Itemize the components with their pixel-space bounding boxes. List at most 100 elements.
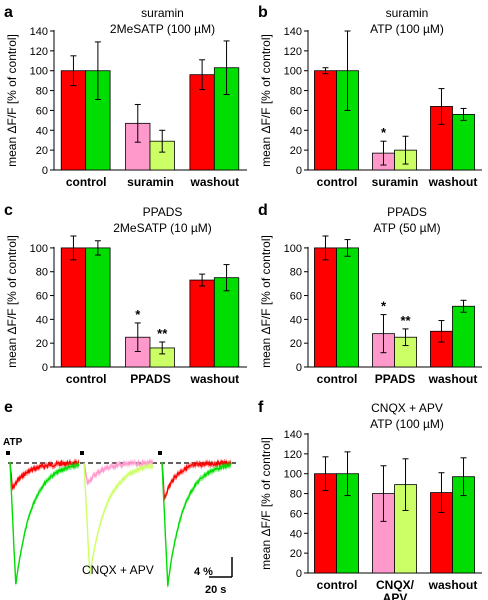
bar-chart-ppads-2mesatp: PPADS 2MeSATP (10 µM) mean ΔF/F [% of cont… (5, 205, 247, 386)
x-category-label: suramin (372, 175, 419, 189)
trace-line-green (9, 461, 80, 585)
y-tick-label: 80 (290, 489, 302, 501)
x-category-label: PPADS (375, 372, 415, 386)
svg-text:e: e (4, 399, 13, 416)
panel-label-c: c (4, 202, 13, 219)
y-tick-label: 80 (36, 86, 48, 98)
panel-label-d: d (258, 202, 268, 219)
bar-washout-green (452, 114, 475, 171)
x-category-label: washout (189, 175, 239, 189)
y-axis-label: mean ΔF/F [% of control] (259, 235, 273, 368)
significance-marker: ** (400, 313, 411, 328)
x-category-label-line: APV (383, 591, 408, 600)
x-category-label: washout (428, 175, 478, 189)
bar-control-red (314, 70, 337, 171)
y-tick-label: 0 (296, 568, 302, 580)
scalebar-x-label: 20 s (205, 584, 226, 596)
y-tick-label: 20 (36, 338, 48, 350)
svg-text:a: a (4, 4, 13, 21)
chart-title-line: 2MeSATP (10 µM) (113, 221, 212, 235)
y-axis-label: mean ΔF/F [% of control] (5, 34, 19, 167)
panel-label-a: a (4, 4, 13, 21)
svg-text:c: c (4, 202, 13, 219)
bar-chart-cnqx-apv-atp: CNQX + APV ATP (100 µM) mean ΔF/F [% of co… (259, 401, 482, 600)
bar-washout-red (189, 279, 215, 368)
bar-washout-green (213, 277, 240, 368)
y-tick-label: 0 (42, 165, 48, 177)
chart-title-line: ATP (100 µM) (370, 22, 444, 36)
y-tick-label: 80 (290, 86, 302, 98)
y-tick-label: 100 (30, 66, 48, 78)
bar-control-green (336, 247, 359, 368)
bar-control-green (85, 70, 111, 171)
bar-control-red (314, 247, 337, 368)
y-tick-label: 80 (290, 267, 302, 279)
y-tick-label: 0 (296, 362, 302, 374)
x-category-label: washout (428, 578, 478, 592)
bar-control-green (85, 247, 111, 368)
significance-marker: * (381, 125, 387, 140)
trace-error-band-pink (84, 458, 153, 488)
y-tick-label: 20 (290, 548, 302, 560)
y-tick-label: 140 (284, 26, 302, 38)
significance-marker: ** (157, 326, 168, 341)
chart-title-line: ATP (50 µM) (373, 221, 440, 235)
x-category-label: washout (428, 372, 478, 386)
stimulus-marker (80, 451, 84, 455)
y-tick-label: 40 (290, 528, 302, 540)
y-axis-label: mean ΔF/F [% of control] (259, 437, 273, 570)
x-category-label: control (317, 372, 358, 386)
trace-line-green (161, 462, 232, 587)
trace-line-pink (83, 458, 154, 485)
y-tick-label: 100 (284, 243, 302, 255)
stimulus-marker (6, 451, 10, 455)
y-tick-label: 140 (284, 429, 302, 441)
scalebar-y-label: 4 % (194, 566, 213, 578)
y-tick-label: 40 (36, 125, 48, 137)
y-tick-label: 60 (290, 508, 302, 520)
chart-title-line: CNQX + APV (371, 401, 443, 415)
y-tick-label: 20 (290, 338, 302, 350)
y-tick-label: 100 (284, 469, 302, 481)
significance-marker: * (135, 307, 141, 322)
x-category-label: control (317, 175, 358, 189)
y-tick-label: 60 (36, 105, 48, 117)
chart-title-line: PPADS (387, 205, 427, 219)
y-tick-label: 0 (296, 165, 302, 177)
y-tick-label: 60 (290, 291, 302, 303)
trace-error-band-lightgreen (84, 460, 153, 578)
calcium-traces-panel: ATP CNQX + APV 4 % 20 s (3, 437, 236, 596)
y-tick-label: 100 (30, 243, 48, 255)
chart-title-line: ATP (100 µM) (370, 417, 444, 431)
stimulus-marker (158, 451, 162, 455)
panel-label-e: e (4, 399, 13, 416)
panel-label-f: f (258, 399, 264, 416)
svg-text:b: b (258, 4, 268, 21)
condition-label: CNQX + APV (82, 563, 154, 577)
x-category-label: washout (189, 372, 239, 386)
x-category-label-line: CNQX/ (376, 578, 415, 592)
trace-line-red (161, 459, 232, 501)
chart-title-line: 2MeSATP (100 µM) (110, 22, 215, 36)
significance-marker: * (381, 299, 387, 314)
trace-line-red (9, 459, 80, 491)
svg-text:d: d (258, 202, 268, 219)
chart-title-line: suramin (386, 6, 429, 20)
svg-text:f: f (258, 399, 264, 416)
bar-chart-suramin-atp: suramin ATP (100 µM) mean ΔF/F [% of contr… (259, 6, 482, 189)
trace-line-lightgreen (83, 463, 154, 575)
x-category-label: PPADS (130, 372, 170, 386)
x-category-label: CNQX/APV (376, 578, 415, 600)
x-category-label: control (66, 372, 107, 386)
y-tick-label: 80 (36, 267, 48, 279)
stim-label: ATP (3, 437, 23, 448)
y-tick-label: 0 (42, 362, 48, 374)
y-tick-label: 40 (290, 314, 302, 326)
bar-control-red (60, 247, 87, 368)
y-tick-label: 20 (290, 145, 302, 157)
bar-chart-ppads-atp: PPADS ATP (50 µM) mean ΔF/F [% of control]… (259, 205, 482, 386)
bar-washout-red (189, 74, 215, 171)
bar-suramin-pink (125, 122, 151, 171)
y-tick-label: 100 (284, 66, 302, 78)
